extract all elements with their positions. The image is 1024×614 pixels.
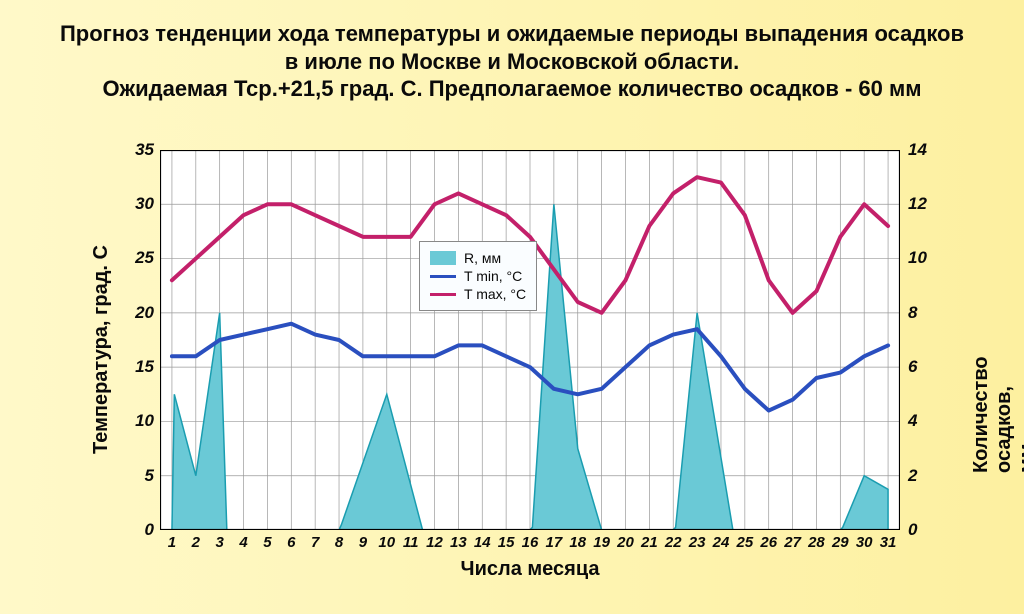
tick-label: 14 [908,140,942,160]
tick-label: 5 [120,466,154,486]
legend-swatch-line [430,275,456,278]
chart-title: Прогноз тенденции хода температуры и ожи… [40,20,984,103]
chart-svg [160,150,900,530]
legend-item: T max, °C [430,286,526,302]
tick-label: 12 [423,534,447,551]
legend-label: T max, °C [464,286,526,302]
tick-label: 0 [120,520,154,540]
tick-label: 0 [908,520,942,540]
tick-label: 25 [733,534,757,551]
legend-label: R, мм [464,250,501,266]
tick-label: 20 [120,303,154,323]
tick-label: 1 [160,534,184,551]
tick-label: 7 [303,534,327,551]
tick-label: 18 [566,534,590,551]
tick-label: 31 [876,534,900,551]
tick-label: 10 [908,248,942,268]
tick-label: 2 [908,466,942,486]
tick-label: 22 [661,534,685,551]
tick-label: 21 [637,534,661,551]
tick-label: 14 [470,534,494,551]
tick-label: 35 [120,140,154,160]
chart-legend: R, мм T min, °C T max, °C [419,241,537,311]
tick-label: 11 [399,534,423,551]
tick-label: 28 [804,534,828,551]
y-axis-right-label: Количество осадков, мм [970,356,1024,473]
y-axis-left-label: Температура, град. С [90,245,113,454]
legend-swatch-area [430,251,456,265]
title-line-3: Ожидаемая Тср.+21,5 град. С. Предполагае… [40,75,984,103]
tick-label: 3 [208,534,232,551]
tick-label: 8 [327,534,351,551]
title-line-1: Прогноз тенденции хода температуры и ожи… [40,20,984,48]
chart-area [160,150,900,530]
legend-swatch-line [430,293,456,296]
tick-label: 30 [852,534,876,551]
tick-label: 10 [375,534,399,551]
tick-label: 12 [908,194,942,214]
tick-label: 19 [590,534,614,551]
tick-label: 24 [709,534,733,551]
tick-label: 2 [184,534,208,551]
tick-label: 30 [120,194,154,214]
tick-label: 5 [255,534,279,551]
tick-label: 23 [685,534,709,551]
tick-label: 10 [120,411,154,431]
legend-label: T min, °C [464,268,522,284]
tick-label: 26 [757,534,781,551]
tick-label: 17 [542,534,566,551]
tick-label: 27 [781,534,805,551]
tick-label: 4 [908,411,942,431]
tick-label: 15 [494,534,518,551]
tick-label: 25 [120,248,154,268]
tick-label: 6 [279,534,303,551]
tick-label: 15 [120,357,154,377]
title-line-2: в июле по Москве и Московской области. [40,48,984,76]
tick-label: 20 [613,534,637,551]
tick-label: 6 [908,357,942,377]
x-axis-label: Числа месяца [160,558,900,581]
tick-label: 8 [908,303,942,323]
legend-item: R, мм [430,250,526,266]
legend-item: T min, °C [430,268,526,284]
tick-label: 4 [232,534,256,551]
tick-label: 16 [518,534,542,551]
tick-label: 29 [828,534,852,551]
figure-root: Прогноз тенденции хода температуры и ожи… [0,0,1024,614]
tick-label: 13 [446,534,470,551]
tick-label: 9 [351,534,375,551]
